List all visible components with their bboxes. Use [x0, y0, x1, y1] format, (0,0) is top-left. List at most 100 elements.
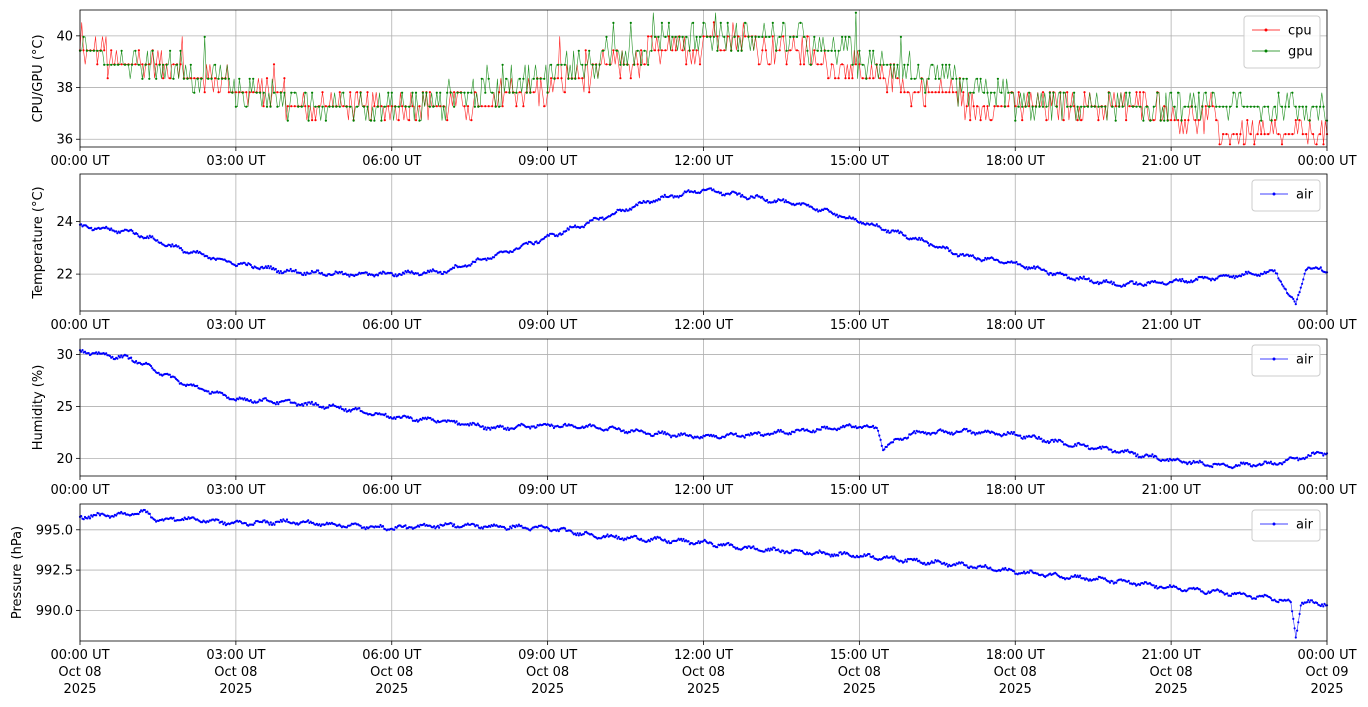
data-point [1131, 280, 1134, 283]
x-tick-date: Oct 08 [214, 665, 257, 680]
data-point [453, 105, 456, 108]
data-point [505, 77, 508, 80]
x-tick-date: Oct 08 [526, 665, 569, 680]
data-point [183, 516, 186, 519]
data-point [903, 91, 906, 94]
data-point [393, 416, 396, 419]
data-point [445, 271, 448, 274]
data-point [625, 538, 628, 541]
data-point [687, 189, 690, 192]
data-point [445, 420, 448, 423]
data-point [547, 234, 551, 237]
data-point [1262, 272, 1265, 275]
data-point [1197, 461, 1200, 464]
data-point [1153, 279, 1156, 283]
data-point [144, 63, 147, 66]
data-point [532, 425, 536, 428]
data-point [1253, 105, 1256, 108]
data-point [1201, 105, 1204, 108]
data-point [1263, 270, 1266, 273]
data-point [397, 105, 400, 108]
data-point [608, 63, 612, 66]
data-point [837, 216, 840, 219]
data-point [1302, 278, 1305, 281]
data-point [285, 518, 289, 521]
data-point [1305, 105, 1308, 108]
data-point [798, 202, 801, 205]
data-point [411, 91, 414, 94]
data-point [843, 551, 846, 554]
data-point [651, 538, 654, 541]
data-point [420, 418, 423, 421]
data-point [989, 91, 993, 94]
data-point [658, 536, 662, 539]
data-point [1110, 448, 1113, 451]
data-point [186, 77, 189, 80]
data-point [241, 91, 244, 94]
data-point [1131, 105, 1135, 108]
data-point [267, 521, 270, 524]
data-point [1166, 119, 1169, 122]
grid [79, 504, 1328, 641]
data-point [349, 91, 352, 94]
data-point [906, 91, 910, 94]
data-point [1051, 438, 1054, 441]
data-point [463, 91, 466, 94]
data-point [652, 434, 655, 437]
data-point [1216, 277, 1219, 280]
data-point [647, 63, 650, 66]
y-axis-label: CPU/GPU (°C) [31, 34, 46, 122]
data-point [532, 91, 535, 94]
data-point [131, 229, 134, 233]
data-point [1125, 91, 1128, 94]
data-point [668, 434, 671, 437]
data-point [731, 543, 734, 547]
data-point [441, 272, 444, 276]
data-point [1142, 582, 1145, 585]
data-point [289, 267, 292, 271]
x-tick-label: 15:00 UT [830, 648, 889, 663]
series-markers [78, 349, 1329, 470]
data-point [667, 21, 671, 24]
data-point [380, 119, 383, 122]
data-point [979, 77, 982, 80]
data-point [703, 538, 706, 542]
data-point [1086, 444, 1089, 447]
x-tick-label: 06:00 UT [362, 483, 421, 498]
data-point [1273, 105, 1277, 108]
data-point [582, 226, 585, 229]
x-tick-label: 03:00 UT [206, 154, 265, 169]
data-point [1127, 282, 1130, 285]
data-point [261, 265, 264, 268]
data-point [151, 235, 154, 238]
x-tick-date: Oct 08 [994, 665, 1037, 680]
data-point [1072, 575, 1075, 578]
data-point [344, 408, 347, 411]
data-point [302, 404, 305, 407]
data-point [819, 209, 822, 213]
data-point [1229, 594, 1233, 598]
data-point [586, 425, 589, 428]
data-point [865, 77, 868, 80]
data-point [520, 524, 523, 527]
data-point [782, 21, 785, 24]
data-point [278, 520, 281, 524]
data-point [983, 91, 986, 94]
data-point [1225, 105, 1228, 108]
data-point [1107, 91, 1110, 94]
data-point [844, 35, 847, 39]
data-point [245, 91, 248, 94]
data-point [401, 105, 404, 108]
data-point [515, 105, 518, 108]
data-point [1320, 603, 1324, 606]
data-point [424, 416, 427, 419]
data-point [629, 77, 632, 80]
data-point [1319, 133, 1322, 136]
panel-3: 20 25 30 00:00 UT 03:00 UT 06:00 UT 09:00 UT 12… [31, 338, 1357, 498]
data-point [1177, 91, 1180, 94]
data-point [1243, 273, 1246, 276]
x-tick-label: 15:00 UT [830, 154, 889, 169]
x-tick-label: 00:00 UT [1297, 648, 1356, 663]
data-point [1061, 440, 1064, 444]
data-point [920, 77, 923, 80]
